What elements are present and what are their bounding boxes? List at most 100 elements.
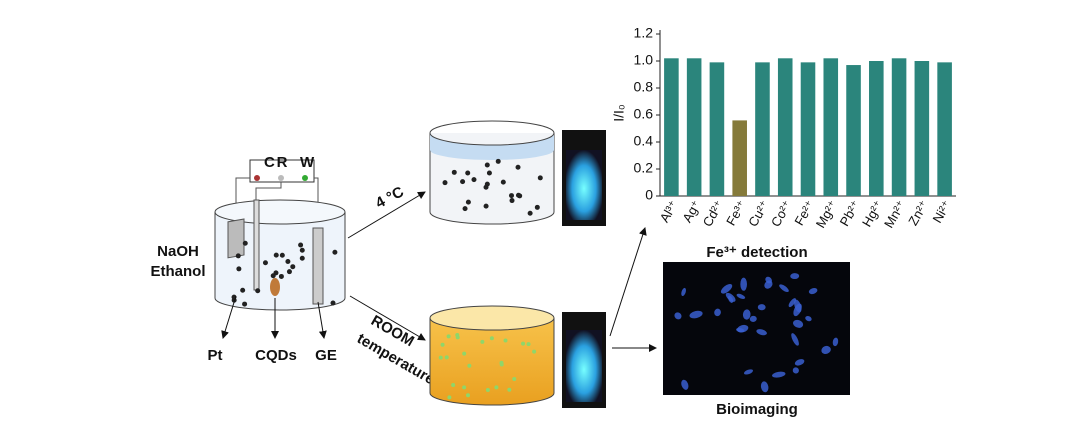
- particles: [231, 240, 338, 307]
- arrow: [347, 191, 426, 239]
- particle: [447, 395, 452, 400]
- x-tick-label: Cu²⁺: [745, 198, 772, 230]
- condition-label: 4 °C: [373, 183, 407, 212]
- cell: [788, 298, 797, 308]
- particle: [236, 266, 242, 272]
- particle: [515, 164, 521, 170]
- particle: [465, 170, 471, 176]
- particle: [290, 264, 296, 270]
- y-tick-label: 1.0: [634, 52, 654, 68]
- solution-label: NaOH: [157, 243, 199, 260]
- particle: [235, 253, 241, 259]
- y-axis-label: I/I₀: [611, 104, 627, 122]
- bar: [755, 62, 770, 196]
- bioimage: [663, 262, 850, 395]
- x-tick-label: Pb²⁺: [837, 198, 864, 229]
- particle: [240, 287, 246, 293]
- particle: [499, 362, 504, 367]
- vial-glow: [566, 330, 602, 402]
- cell: [779, 284, 789, 293]
- terminal: [278, 175, 284, 181]
- cell: [714, 308, 721, 317]
- bar: [846, 65, 861, 196]
- cell: [681, 287, 686, 297]
- arrow: [317, 301, 327, 339]
- y-tick-label: 1.2: [634, 25, 654, 41]
- particle: [286, 269, 292, 275]
- particle: [444, 355, 449, 360]
- cell: [805, 316, 812, 322]
- particle: [278, 273, 284, 279]
- cell: [740, 277, 747, 291]
- particle: [462, 385, 467, 390]
- cell: [760, 381, 769, 393]
- cell: [743, 369, 754, 375]
- x-tick-label: Ni²⁺: [929, 198, 954, 226]
- particle: [462, 206, 468, 212]
- particle: [438, 355, 443, 360]
- particle: [503, 338, 508, 343]
- bar: [664, 58, 679, 196]
- bar: [823, 58, 839, 196]
- part-label: GE: [315, 347, 337, 364]
- liquid-surface: [430, 133, 554, 160]
- particle: [480, 339, 485, 344]
- electrode-label: R: [277, 154, 288, 171]
- bar: [891, 58, 907, 196]
- cell: [681, 379, 689, 390]
- particle: [440, 342, 445, 347]
- cell: [727, 295, 734, 303]
- particle: [262, 260, 268, 266]
- particle: [270, 273, 276, 279]
- particle: [484, 181, 490, 187]
- part-label: CQDs: [255, 347, 297, 364]
- particle: [532, 349, 537, 354]
- bar: [686, 58, 702, 196]
- cell: [790, 273, 800, 280]
- y-tick-label: 0.4: [634, 133, 654, 149]
- electrode-label: W: [300, 154, 315, 171]
- arrow: [221, 295, 237, 339]
- cell: [742, 309, 751, 320]
- particle: [332, 249, 338, 255]
- particle: [299, 255, 305, 261]
- cell: [832, 337, 839, 347]
- cqds: [270, 278, 280, 296]
- particle: [446, 334, 451, 339]
- solution-label: Ethanol: [151, 263, 206, 280]
- cells: [674, 273, 839, 393]
- particle: [495, 158, 501, 164]
- y-tick-label: 0.6: [634, 106, 654, 122]
- particle: [466, 393, 471, 398]
- particle: [508, 193, 514, 199]
- cell: [749, 315, 757, 322]
- bar: [914, 61, 930, 196]
- caption: Fe³⁺ detection: [706, 244, 807, 261]
- caption: Bioimaging: [716, 401, 798, 418]
- cell: [689, 310, 703, 319]
- particle: [465, 199, 471, 205]
- particle: [486, 170, 492, 176]
- particle: [242, 301, 248, 307]
- particle: [330, 300, 336, 306]
- cell: [757, 304, 766, 311]
- bar: [937, 62, 952, 196]
- particle: [298, 242, 304, 248]
- particle: [467, 363, 472, 368]
- y-tick-label: 0: [645, 187, 653, 203]
- beaker-rim: [429, 120, 555, 146]
- particle: [299, 247, 305, 253]
- cell: [736, 327, 745, 333]
- particle: [285, 258, 291, 264]
- particle: [526, 342, 531, 347]
- particle: [489, 336, 494, 341]
- bar: [732, 120, 747, 196]
- cell: [674, 312, 682, 320]
- bar-chart: I/I₀ 00.20.40.60.81.01.2Al³⁺Ag⁺Cd²⁺Fe³⁺C…: [611, 25, 956, 231]
- electrode-label: C: [264, 154, 275, 171]
- x-tick-label: Fe³⁺: [723, 198, 749, 228]
- particle: [279, 252, 285, 258]
- particle: [451, 169, 457, 175]
- particle: [451, 382, 456, 387]
